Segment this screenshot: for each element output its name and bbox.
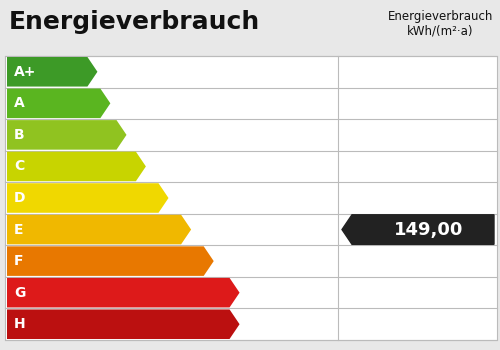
Polygon shape <box>7 278 239 307</box>
Text: B: B <box>14 128 24 142</box>
Polygon shape <box>7 215 191 244</box>
Text: Energieverbrauch: Energieverbrauch <box>9 10 260 34</box>
Polygon shape <box>7 57 98 86</box>
FancyBboxPatch shape <box>5 56 497 340</box>
Text: A+: A+ <box>14 65 36 79</box>
Text: F: F <box>14 254 24 268</box>
Polygon shape <box>7 183 168 213</box>
Text: 149,00: 149,00 <box>394 220 464 239</box>
Text: E: E <box>14 223 24 237</box>
Polygon shape <box>7 89 110 118</box>
Text: C: C <box>14 160 24 174</box>
Text: H: H <box>14 317 26 331</box>
Text: D: D <box>14 191 26 205</box>
Polygon shape <box>7 152 146 181</box>
Polygon shape <box>7 120 126 150</box>
Polygon shape <box>342 215 494 244</box>
Text: A: A <box>14 96 25 110</box>
Polygon shape <box>7 246 214 276</box>
Text: G: G <box>14 286 26 300</box>
Polygon shape <box>7 309 239 339</box>
Text: Energieverbrauch
kWh/(m²·a): Energieverbrauch kWh/(m²·a) <box>388 10 493 38</box>
